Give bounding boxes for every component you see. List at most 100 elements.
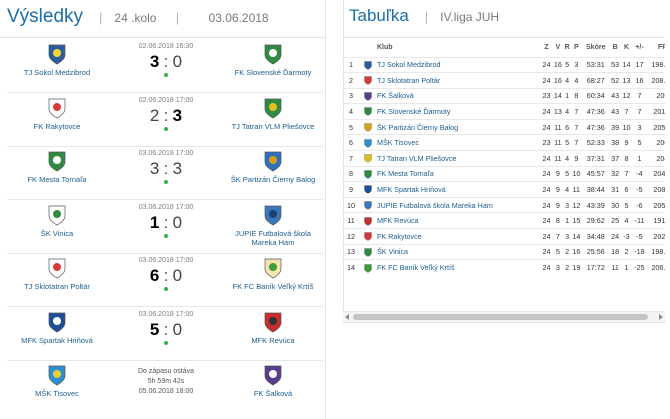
home-team-name[interactable]: MFK Spartak Hriňová <box>21 335 93 345</box>
scroll-left-arrow-icon[interactable] <box>345 314 349 320</box>
home-team-name[interactable]: ŠK Vinica <box>40 228 74 238</box>
club-name-link[interactable]: ŠK Vinica <box>377 243 541 260</box>
home-team-crest-icon[interactable] <box>47 150 67 172</box>
home-team-crest-icon[interactable] <box>47 257 67 279</box>
home-team[interactable]: FK Rakytovce <box>7 97 107 131</box>
away-team[interactable]: ŠK Partizán Čierny Balog <box>223 150 323 184</box>
match-score[interactable]: 6:0 <box>111 266 221 286</box>
club-crest-icon[interactable] <box>359 103 377 120</box>
table-row[interactable]: 5 ŠK Partizán Čierny Balog 24 11 6 7 47:36 39 10… <box>343 118 665 135</box>
away-team-crest-icon[interactable] <box>263 311 283 333</box>
away-team-name[interactable]: FK Slovenské Ďarmoty <box>234 68 312 77</box>
club-crest-icon[interactable] <box>359 228 377 245</box>
away-team[interactable]: FK Slovenské Ďarmoty <box>223 43 323 77</box>
away-team[interactable]: FK FC Baník Veľký Krtíš <box>223 257 323 291</box>
club-crest-icon[interactable] <box>359 181 377 198</box>
home-team-name[interactable]: MŠK Tisovec <box>35 389 79 398</box>
home-team[interactable]: MFK Spartak Hriňová <box>7 311 107 345</box>
club-crest-icon[interactable] <box>359 134 377 151</box>
home-team-crest-icon[interactable] <box>47 43 67 65</box>
match-score[interactable]: 1:0 <box>111 213 221 233</box>
horizontal-scrollbar[interactable] <box>343 311 665 322</box>
away-team-name[interactable]: ŠK Partizán Čierny Balog <box>230 175 316 184</box>
club-name-link[interactable]: TJ Sokol Medzibrod <box>377 56 541 73</box>
club-name-link[interactable]: JUPIE Futbalová škola Mareka Ham <box>377 196 541 213</box>
match-row[interactable]: FK Rakytovce 02.06.2018 17:00 2:3 TJ Tatran… <box>7 94 323 147</box>
club-name-link[interactable]: FK Mesta Tornaľa <box>377 165 541 182</box>
club-crest-icon[interactable] <box>359 196 377 213</box>
table-row[interactable]: 1TJ Sokol Medzibrod24165353:31531417198.… <box>343 56 665 73</box>
table-row[interactable]: 14 FK FC Baník Veľký Krtíš 24 3 2 19 17:72 11 1-… <box>343 259 665 276</box>
home-team[interactable]: TJ Sklotatran Poltár <box>7 257 107 291</box>
away-team[interactable]: TJ Tatran VLM Pliešovce <box>223 97 323 131</box>
home-team-name[interactable]: FK Mesta Tornaľa <box>27 175 87 184</box>
away-team[interactable]: MFK Revúca <box>223 311 323 345</box>
home-team[interactable]: MŠK Tisovec <box>7 364 107 398</box>
match-score[interactable]: 3:0 <box>111 52 221 72</box>
away-team-name[interactable]: JUPIE Futbalová škola Mareka Ham <box>235 228 311 247</box>
home-team-crest-icon[interactable] <box>47 204 67 226</box>
club-crest-icon[interactable] <box>359 118 377 135</box>
club-name-link[interactable]: MFK Revúca <box>377 212 541 229</box>
away-team-crest-icon[interactable] <box>263 97 283 119</box>
club-name-link[interactable]: FK Slovenské Ďarmoty <box>377 103 541 120</box>
scroll-thumb[interactable] <box>353 314 648 320</box>
round-label[interactable]: 24 .kolo <box>114 11 157 25</box>
table-row[interactable]: 2 TJ Sklotatran Poltár 24 16 4 4 68:27 52 13 16 20… <box>343 72 665 89</box>
upcoming-match-row[interactable]: MŠK Tisovec Do zápasu ostáva 5h 59m 42s 05.… <box>7 361 323 414</box>
club-crest-icon[interactable] <box>359 259 377 276</box>
club-crest-icon[interactable] <box>359 150 377 167</box>
scroll-right-arrow-icon[interactable] <box>659 314 663 320</box>
away-team-crest-icon[interactable] <box>263 364 283 386</box>
home-team-crest-icon[interactable] <box>47 311 67 333</box>
club-crest-icon[interactable] <box>359 72 377 89</box>
club-name-link[interactable]: TJ Tatran VLM Pliešovce <box>377 150 541 167</box>
home-team-name[interactable]: TJ Sokol Medzibrod <box>23 68 91 77</box>
club-name-link[interactable]: FK Šalková <box>377 87 541 104</box>
table-row[interactable]: 10 JUPIE Futbalová škola Mareka Ham 24 9 3 12… <box>343 196 665 213</box>
match-score[interactable]: 5:0 <box>111 320 221 340</box>
away-team-crest-icon[interactable] <box>263 204 283 226</box>
club-name-link[interactable]: MŠK Tisovec <box>377 134 541 151</box>
match-row[interactable]: MFK Spartak Hriňová 03.06.2018 17:00 5:0 MF… <box>7 308 323 361</box>
club-crest-icon[interactable] <box>359 87 377 104</box>
home-team-crest-icon[interactable] <box>47 97 67 119</box>
away-team-crest-icon[interactable] <box>263 257 283 279</box>
match-score[interactable]: 3:3 <box>111 159 221 179</box>
away-team-name[interactable]: FK FC Baník Veľký Krtíš <box>232 282 314 291</box>
home-team-crest-icon[interactable] <box>47 364 67 386</box>
table-row[interactable]: 7 TJ Tatran VLM Pliešovce 24 11 4 9 37:31 37 8 1 2… <box>343 150 665 167</box>
away-team-crest-icon[interactable] <box>263 150 283 172</box>
away-team[interactable]: JUPIE Futbalová škola Mareka Ham <box>223 204 323 247</box>
club-name-link[interactable]: TJ Sklotatran Poltár <box>377 72 541 89</box>
home-team-name[interactable]: TJ Sklotatran Poltár <box>24 282 90 291</box>
away-team-name[interactable]: TJ Tatran VLM Pliešovce <box>231 121 315 131</box>
away-team[interactable]: FK Šalková <box>223 364 323 398</box>
home-team-name[interactable]: FK Rakytovce <box>33 121 81 131</box>
table-row[interactable]: 4FK Slovenské Ďarmoty24134747:364377201.… <box>343 103 665 120</box>
club-name-link[interactable]: FK Rakytovce <box>377 228 541 245</box>
away-team-name[interactable]: MFK Revúca <box>251 335 295 345</box>
home-team[interactable]: TJ Sokol Medzibrod <box>7 43 107 77</box>
club-name-link[interactable]: FK FC Baník Veľký Krtíš <box>377 259 541 276</box>
club-name-link[interactable]: ŠK Partizán Čierny Balog <box>377 118 541 135</box>
away-team-crest-icon[interactable] <box>263 43 283 65</box>
club-crest-icon[interactable] <box>359 56 377 73</box>
match-row[interactable]: TJ Sokol Medzibrod 02.06.2018 16:30 3:0 FK … <box>7 40 323 93</box>
club-crest-icon[interactable] <box>359 165 377 182</box>
standings-table-container[interactable]: Klub Z V R P Skóre B K +/- FP 1 TJ Sokol Medzibrod… <box>343 38 665 311</box>
club-crest-icon[interactable] <box>359 243 377 260</box>
match-score[interactable]: 2:3 <box>111 106 221 126</box>
club-crest-icon[interactable] <box>359 212 377 229</box>
match-row[interactable]: TJ Sklotatran Poltár 03.06.2018 17:00 6:0 F… <box>7 254 323 307</box>
away-team-name[interactable]: FK Šalková <box>253 389 293 398</box>
match-row[interactable]: FK Mesta Tornaľa 03.06.2018 17:00 3:3 ŠK Pa… <box>7 147 323 200</box>
club-name-link[interactable]: MFK Spartak Hriňová <box>377 181 541 198</box>
